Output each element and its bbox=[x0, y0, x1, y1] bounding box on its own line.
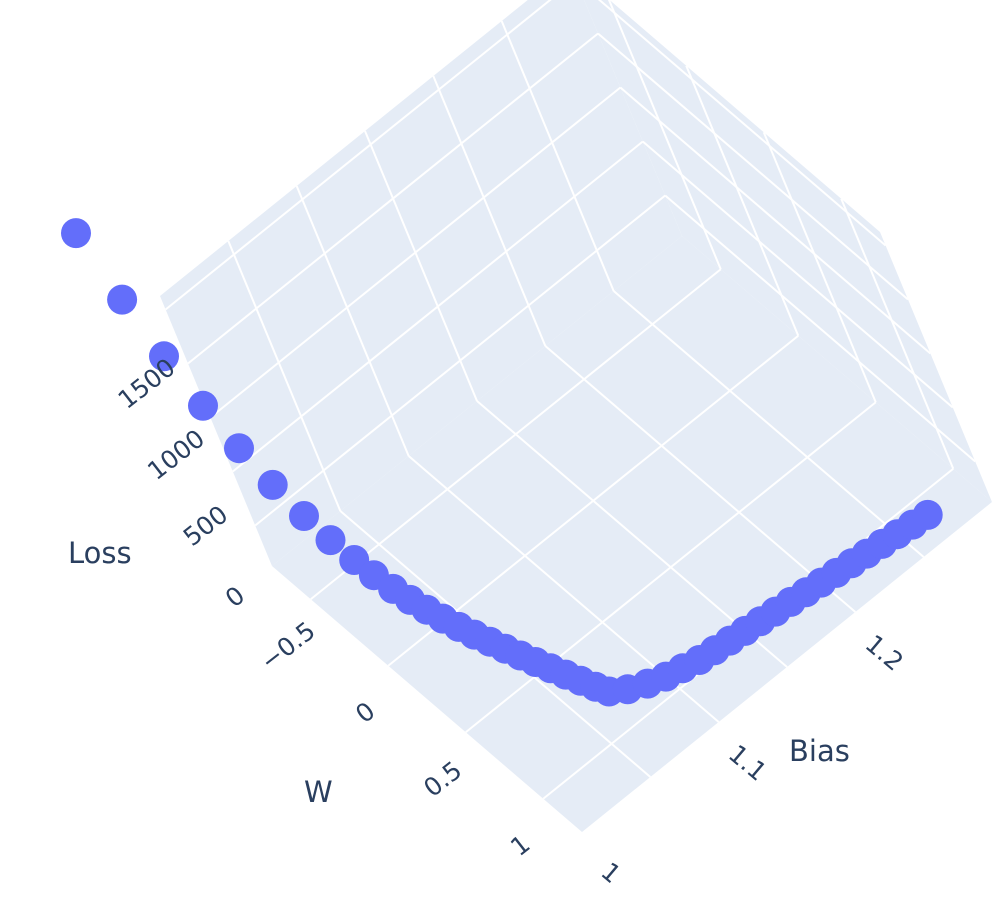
tick-label-w: 1 bbox=[505, 829, 535, 862]
grid-line bbox=[613, 290, 925, 558]
grid-line bbox=[685, 65, 800, 337]
grid-line bbox=[664, 194, 976, 463]
grid-line bbox=[187, 32, 599, 365]
grid-line bbox=[227, 240, 342, 512]
grid-line bbox=[254, 194, 666, 527]
tick-label-w: 0 bbox=[350, 696, 380, 729]
grid-line bbox=[295, 185, 410, 457]
tick-label-loss: 500 bbox=[178, 500, 233, 552]
data-point bbox=[912, 499, 943, 530]
data-point bbox=[107, 284, 138, 315]
right-wall-plane bbox=[584, 0, 992, 502]
data-point bbox=[188, 390, 218, 421]
data-point bbox=[149, 341, 179, 372]
grid-line bbox=[432, 75, 547, 347]
axis-title-w: W bbox=[304, 775, 333, 809]
data-point bbox=[224, 433, 254, 464]
data-point bbox=[315, 525, 346, 556]
grid-line bbox=[597, 0, 887, 247]
grid-line bbox=[607, 0, 722, 270]
tick-label-loss: 1000 bbox=[142, 424, 210, 486]
axis-title-loss: Loss bbox=[68, 536, 132, 570]
grid-line bbox=[209, 86, 622, 419]
tick-label-bias: 1.1 bbox=[723, 739, 772, 787]
grid-line bbox=[597, 32, 909, 301]
tick-label-bias: 1 bbox=[596, 857, 627, 889]
tick-label-bias: 1.2 bbox=[860, 629, 909, 677]
grid-line bbox=[544, 345, 856, 613]
grid-line bbox=[840, 198, 955, 470]
grid-line bbox=[500, 20, 615, 292]
data-point bbox=[289, 501, 319, 531]
grid-line bbox=[619, 86, 932, 355]
axis-planes bbox=[160, 0, 992, 832]
grid-line bbox=[762, 131, 877, 403]
grid-line bbox=[164, 0, 552, 311]
tick-label-w: −0.5 bbox=[255, 616, 321, 676]
data-points bbox=[61, 218, 943, 707]
grid-line bbox=[364, 130, 478, 402]
data-point bbox=[257, 469, 288, 500]
grid-line bbox=[232, 140, 644, 473]
tick-label-w: 0.5 bbox=[418, 755, 467, 802]
data-point bbox=[61, 218, 91, 249]
axis-title-bias: Bias bbox=[789, 734, 850, 768]
tick-label-loss: 0 bbox=[220, 580, 250, 613]
grid-line bbox=[642, 140, 954, 409]
